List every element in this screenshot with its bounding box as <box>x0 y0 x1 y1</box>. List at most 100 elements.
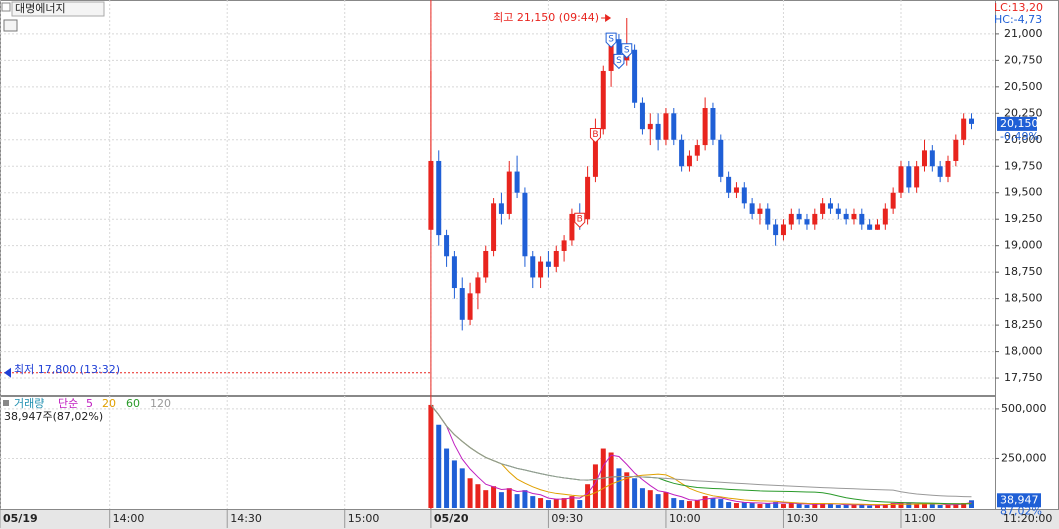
candle-body <box>561 240 567 251</box>
candle-body <box>679 139 685 167</box>
volume-bar <box>733 503 739 508</box>
volume-bar <box>867 505 873 508</box>
y-tick-label: 20,750 <box>1004 53 1043 66</box>
ma-legend: 20 <box>102 397 116 410</box>
table-icon[interactable] <box>3 19 18 32</box>
volume-bar <box>859 505 865 508</box>
signal-marker <box>613 53 625 70</box>
candle-body <box>616 39 622 61</box>
volume-title: 거래량 <box>14 397 44 410</box>
volume-bar <box>718 499 724 508</box>
volume-ma-line <box>430 404 972 498</box>
candle-body <box>741 187 747 204</box>
volume-y-tick-label: 250,000 <box>1001 451 1047 464</box>
signal-label: S <box>624 45 630 55</box>
volume-bar <box>843 505 849 508</box>
volume-bar <box>671 498 677 508</box>
volume-legend-icon <box>3 400 9 406</box>
volume-bar <box>459 468 465 508</box>
candle-body <box>906 166 912 188</box>
volume-bar <box>538 498 544 508</box>
lc-label: LC:13,20 <box>994 1 1043 14</box>
signal-label: B <box>592 130 598 140</box>
last-volume-box <box>997 493 1041 508</box>
volume-bar <box>530 496 536 508</box>
volume-summary: 38,947주(87,02%) <box>4 410 103 423</box>
candle-body <box>451 256 457 289</box>
volume-bar <box>616 468 622 508</box>
candle-body <box>851 213 857 220</box>
candle-body <box>921 150 927 167</box>
title-box[interactable] <box>11 1 105 17</box>
y-tick-label: 19,000 <box>1004 239 1043 252</box>
y-tick-label: 19,500 <box>1004 186 1043 199</box>
volume-bar <box>929 504 935 508</box>
y-tick-label: 18,500 <box>1004 292 1043 305</box>
volume-bar <box>906 503 912 508</box>
volume-bar <box>953 504 959 508</box>
volume-bar <box>428 404 434 508</box>
x-tick-label: 05/19 <box>3 512 38 525</box>
candle-body <box>600 70 606 130</box>
volume-bar <box>569 496 575 508</box>
candle-body <box>765 208 771 225</box>
y-tick-label: 19,250 <box>1004 212 1043 225</box>
y-tick-label: 18,750 <box>1004 265 1043 278</box>
candle-body <box>812 213 818 225</box>
volume-bar <box>796 504 802 508</box>
signal-label: B <box>577 215 583 225</box>
volume-bar <box>804 505 810 508</box>
volume-bar <box>851 504 857 508</box>
volume-bar <box>780 504 786 508</box>
y-tick-label: 17,750 <box>1004 371 1043 384</box>
volume-bar <box>827 504 833 508</box>
volume-bar <box>592 464 598 508</box>
candle-body <box>569 213 575 241</box>
y-tick-label: 21,000 <box>1004 27 1043 40</box>
volume-bar <box>710 498 716 508</box>
volume-bar <box>914 504 920 508</box>
candle-body <box>898 166 904 193</box>
candle-body <box>694 145 700 156</box>
signal-marker <box>621 43 633 59</box>
volume-bar <box>522 490 528 508</box>
signal-label: S <box>608 35 614 45</box>
candle-body <box>522 192 528 257</box>
candle-body <box>749 203 755 214</box>
volume-bar <box>765 503 771 508</box>
candle-body <box>968 118 974 124</box>
candle-body <box>647 123 653 130</box>
volume-bar <box>624 472 630 508</box>
y-tick-label: 18,000 <box>1004 345 1043 358</box>
candle-body <box>514 171 520 193</box>
candle-body <box>702 108 708 146</box>
volume-bar <box>451 460 457 508</box>
right-axis-panel <box>995 0 1059 510</box>
volume-bar <box>514 494 520 508</box>
volume-bar <box>686 501 692 508</box>
volume-bar <box>694 500 700 508</box>
candle-body <box>608 39 614 71</box>
candle-body <box>530 256 536 278</box>
candle-body <box>773 224 779 236</box>
x-tick-label: 14:00 <box>113 512 145 525</box>
candle-body <box>483 250 489 278</box>
candle-body <box>780 224 786 236</box>
candle-body <box>655 123 661 140</box>
volume-bar <box>475 484 481 508</box>
low-label: 최저 17,800 (13:32) <box>14 363 120 376</box>
volume-bar <box>663 492 669 508</box>
volume-bar <box>647 490 653 508</box>
volume-bar <box>436 424 442 508</box>
signal-label: S <box>616 56 622 66</box>
candle-body <box>436 160 442 236</box>
candle-body <box>538 261 544 278</box>
x-tick-label: 09:30 <box>551 512 583 525</box>
volume-bar <box>773 502 779 508</box>
volume-bar <box>835 505 841 508</box>
candle-body <box>929 150 935 167</box>
volume-bar <box>882 504 888 508</box>
time-axis-strip <box>0 510 1059 529</box>
